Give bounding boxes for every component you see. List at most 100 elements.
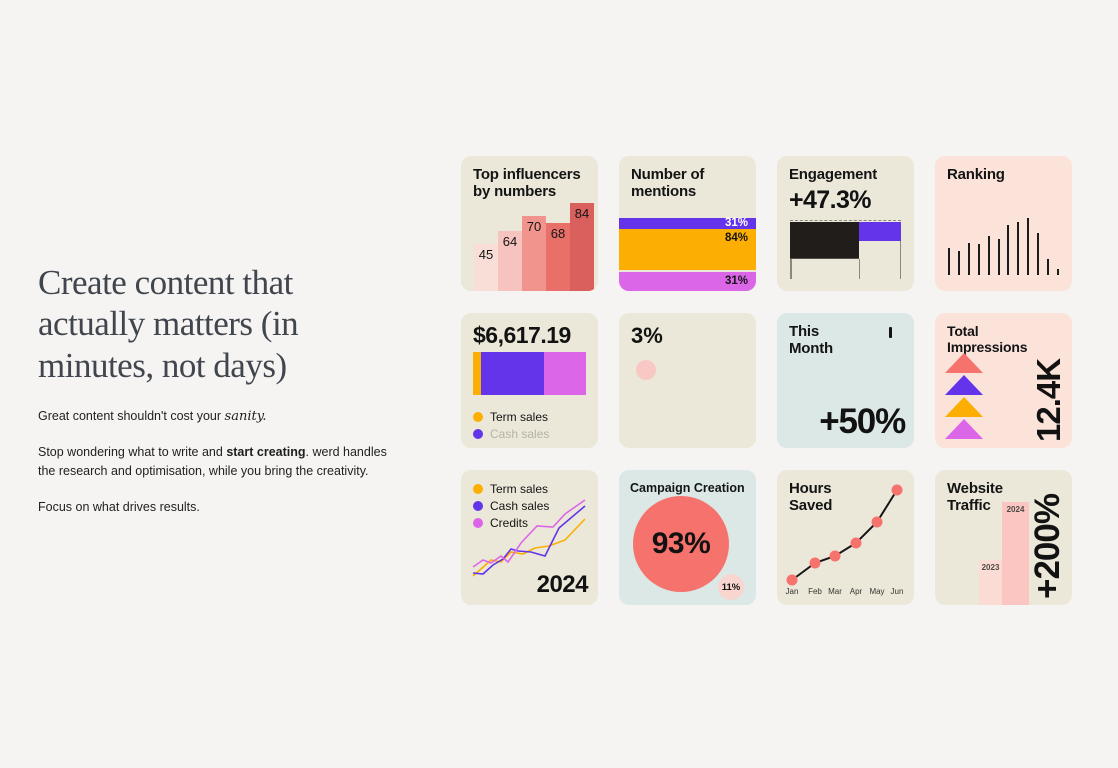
card-website-traffic: Website Traffic 2023 2024 +200% [935, 470, 1072, 605]
triangle-icon [945, 375, 983, 395]
data-point-dot [871, 516, 883, 528]
influencer-bar: 68 [546, 223, 570, 291]
card-title: Website Traffic [947, 480, 1003, 514]
card-title: Total Impressions [947, 323, 1028, 355]
year-label: 2024 [536, 571, 589, 598]
legend-label: Credits [490, 515, 529, 530]
triangle-icon [945, 397, 983, 417]
band-value-label: 84% [724, 232, 748, 244]
x-axis-label: Mar [828, 587, 842, 596]
engagement-leg-right [899, 241, 901, 279]
traffic-bar: 2023 [979, 560, 1002, 605]
card-hours-saved: Hours Saved Jan Feb Mar Apr May Jun [777, 470, 914, 605]
legend-label: Cash sales [490, 426, 550, 441]
pink-dot-marker [636, 360, 656, 380]
ranking-bar [977, 244, 980, 275]
card-ranking: Ranking [935, 156, 1072, 291]
paragraph-bold-text: start creating [226, 445, 306, 460]
hero-paragraph-2: Focus on what drives results. [38, 499, 200, 514]
sales-legend: Term sales Cash sales [473, 408, 549, 448]
influencer-bar: 45 [474, 244, 498, 291]
legend-item: Term sales [473, 408, 549, 425]
campaign-small-circle: 11% [718, 574, 744, 600]
influencer-bar: 64 [498, 231, 522, 291]
mentions-band: 84% [619, 229, 756, 270]
legend-dot-icon [473, 411, 483, 422]
bar-value-label: 68 [550, 226, 566, 241]
bar-year-label: 2024 [1006, 505, 1025, 514]
sales-stacked-bar [473, 352, 586, 395]
influencers-bar-chart: 45 64 70 68 84 [474, 203, 594, 291]
bar-value-label: 64 [502, 234, 518, 249]
card-top-influencers: Top influencers by numbers 45 64 70 68 84 [461, 156, 598, 291]
legend-item: Credits [473, 514, 549, 531]
card-title: This Month [789, 323, 833, 357]
hero-tagline: Great content shouldn't cost your sanity… [38, 407, 390, 427]
this-month-value: +50% [819, 402, 906, 441]
x-axis-label: Jun [890, 587, 904, 596]
band-value-label: 31% [724, 274, 748, 287]
ranking-bar [967, 243, 970, 275]
mentions-band-chart: 31% 84% 31% [619, 216, 756, 291]
campaign-big-value: 93% [651, 527, 711, 560]
bar-value-label: 70 [526, 219, 542, 234]
card-term-cash-sales: $6,617.19 Term sales Cash sales [461, 313, 598, 448]
ranking-bar [948, 248, 950, 275]
impressions-value: 12.4K [1030, 358, 1067, 442]
paragraph-text: Stop wondering what to write and [38, 445, 227, 460]
ranking-bar [1047, 259, 1050, 275]
sanity-script-word: sanity. [224, 408, 267, 424]
campaign-small-value: 11% [721, 581, 741, 593]
data-point-dot [829, 550, 841, 562]
card-title: Number of mentions [631, 166, 705, 200]
data-point-dot [891, 484, 903, 496]
band-value-label: 31% [724, 216, 748, 229]
card-title: Hours Saved [789, 480, 833, 514]
line-series [472, 499, 586, 568]
x-axis-label: Apr [849, 587, 863, 596]
x-axis-label: Feb [808, 587, 822, 596]
triangle-icon [945, 419, 983, 439]
data-point-dot [850, 537, 862, 549]
card-title: Top influencers by numbers [473, 166, 581, 200]
paragraph-text-after: . werd handles the research and optimisa… [38, 445, 387, 479]
legend-dot-icon [473, 500, 483, 511]
hours-saved-line-chart [786, 484, 903, 586]
card-number-of-mentions: Number of mentions 31% 84% 31% [619, 156, 756, 291]
card-campaign-creation: Campaign Creation 93% 11% [619, 470, 756, 605]
tick-mark-icon [889, 327, 892, 338]
ranking-bar [1017, 222, 1020, 275]
bar-value-label: 45 [478, 247, 494, 262]
mentions-band: 31% [619, 216, 756, 229]
card-title: Campaign Creation [630, 481, 745, 495]
ranking-bar [1027, 218, 1030, 275]
card-engagement: Engagement +47.3% [777, 156, 914, 291]
hero-section: Create content that actually matters (in… [38, 262, 398, 517]
legend-label: Term sales [490, 481, 549, 496]
legend-item: Term sales [473, 480, 549, 497]
three-percent-value: 3% [631, 323, 663, 348]
card-sales-lines: Term sales Cash sales Credits 2024 [461, 470, 598, 605]
card-title: Engagement [789, 166, 878, 183]
legend-item [473, 442, 549, 448]
legend-dot-icon [473, 483, 483, 494]
legend-dot-icon [473, 517, 483, 528]
sales-segment [473, 352, 481, 395]
card-three-percent: 3% [619, 313, 756, 448]
ranking-bar [987, 236, 990, 275]
ranking-bar [997, 239, 1000, 275]
page-title: Create content that actually matters (in… [38, 263, 299, 385]
card-title: Ranking [947, 166, 1005, 183]
card-this-month: This Month +50% [777, 313, 914, 448]
traffic-bar: 2024 [1002, 502, 1029, 605]
ranking-bar [1037, 233, 1040, 275]
tagline-text: Great content shouldn't cost your [38, 408, 225, 423]
sales-line-chart [472, 499, 586, 577]
influencer-bar: 84 [570, 203, 594, 291]
legend-dot-icon [473, 428, 483, 439]
engagement-value: +47.3% [789, 186, 871, 214]
bar-value-label: 84 [574, 206, 590, 221]
ranking-bar [1056, 269, 1059, 275]
engagement-leg-left [790, 259, 792, 279]
data-point-dot [809, 557, 821, 569]
